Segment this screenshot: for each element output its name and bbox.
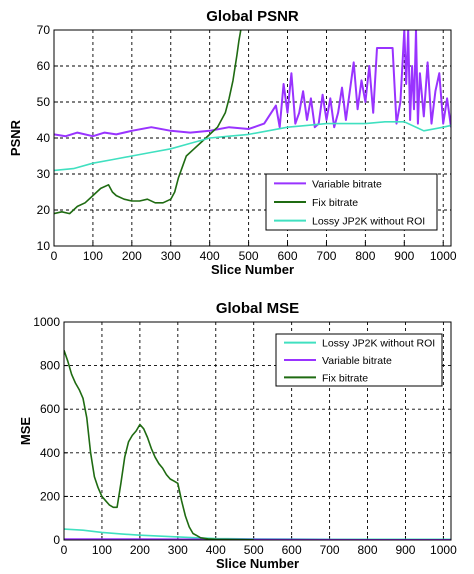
plot-frame <box>63 321 452 541</box>
legend: Variable bitrate Fix bitrate Lossy JP2K wi… <box>265 173 438 231</box>
x-tick-label: 500 <box>244 543 264 557</box>
y-tick-label: 70 <box>37 23 51 37</box>
x-tick-label: 0 <box>51 249 58 263</box>
x-tick-label: 1000 <box>430 543 457 557</box>
x-tick-label: 900 <box>394 249 414 263</box>
x-tick-label: 800 <box>355 249 375 263</box>
legend-label: Fix bitrate <box>322 372 368 384</box>
x-tick-label: 600 <box>278 249 298 263</box>
y-tick-label: 1000 <box>33 315 60 329</box>
y-tick-label: 30 <box>37 167 51 181</box>
x-tick-label: 1000 <box>430 249 457 263</box>
x-tick-label: 700 <box>316 249 336 263</box>
x-tick-label: 100 <box>83 249 103 263</box>
x-tick-label: 0 <box>61 543 68 557</box>
legend-label: Lossy JP2K without ROI <box>322 338 435 350</box>
y-tick-label: 10 <box>37 239 51 253</box>
x-tick-label: 300 <box>161 249 181 263</box>
chart-title: Global MSE <box>216 300 299 317</box>
series-line-fix-bitrate <box>54 30 242 215</box>
y-tick-label: 20 <box>37 203 51 217</box>
legend-label: Fix bitrate <box>312 197 358 209</box>
y-tick-label: 50 <box>37 95 51 109</box>
series-line-fix-bitrate <box>64 350 254 540</box>
y-tick-label: 800 <box>40 359 60 373</box>
y-tick-label: 400 <box>40 446 60 460</box>
chart-1: Global MSE 0 100 200 300 400 500 600 700 800 900 10… <box>18 300 457 571</box>
chart-0: Global PSNR 0 100 200 300 400 500 600 700 800 900 1… <box>8 8 457 277</box>
y-tick-label: 200 <box>40 489 60 503</box>
x-tick-label: 100 <box>92 543 112 557</box>
x-axis-label: Slice Number <box>216 556 299 571</box>
x-tick-label: 700 <box>320 543 340 557</box>
y-axis-label: PSNR <box>8 119 23 156</box>
series-line-lossy-jp2k-without-roi <box>54 121 451 172</box>
x-tick-label: 500 <box>239 249 259 263</box>
x-tick-label: 800 <box>358 543 378 557</box>
plot-frame <box>53 29 452 247</box>
y-tick-label: 600 <box>40 402 60 416</box>
x-tick-label: 200 <box>122 249 142 263</box>
x-tick-label: 400 <box>200 249 220 263</box>
chart-title: Global PSNR <box>206 8 299 25</box>
y-tick-label: 0 <box>53 533 60 547</box>
series-line-variable-bitrate <box>54 30 451 138</box>
y-tick-label: 40 <box>37 131 51 145</box>
y-axis-label: MSE <box>18 417 33 446</box>
y-tick-label: 60 <box>37 59 51 73</box>
x-tick-label: 400 <box>206 543 226 557</box>
legend: Lossy JP2K without ROI Variable bitrate Fi… <box>275 333 443 387</box>
x-tick-label: 600 <box>282 543 302 557</box>
x-tick-label: 900 <box>395 543 415 557</box>
legend-label: Lossy JP2K without ROI <box>312 216 425 228</box>
x-tick-label: 300 <box>168 543 188 557</box>
legend-label: Variable bitrate <box>322 355 392 367</box>
x-tick-label: 200 <box>130 543 150 557</box>
legend-label: Variable bitrate <box>312 178 382 190</box>
x-axis-label: Slice Number <box>211 262 294 277</box>
